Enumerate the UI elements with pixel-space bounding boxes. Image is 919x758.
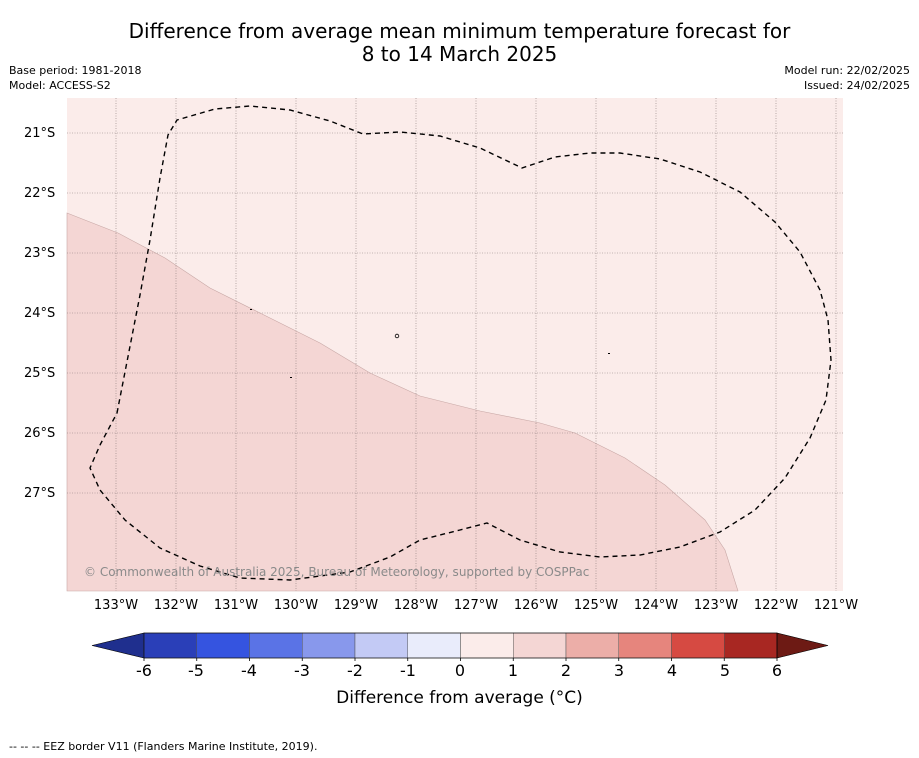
meta-left: Base period: 1981-2018 Model: ACCESS-S2: [9, 63, 141, 93]
meta-right: Model run: 22/02/2025 Issued: 24/02/2025: [784, 63, 910, 93]
colorbar-swatch: [302, 632, 356, 659]
colorbar-swatch: [565, 632, 619, 659]
lat-label: 26°S: [24, 426, 56, 441]
lon-label: 133°W: [93, 598, 139, 613]
lon-label: 131°W: [213, 598, 259, 613]
colorbar-swatch: [724, 632, 778, 659]
colorbar-tick-label: -6: [136, 661, 152, 680]
lat-label: 27°S: [24, 486, 56, 501]
lon-label: 129°W: [333, 598, 379, 613]
lon-label: 128°W: [393, 598, 439, 613]
colorbar-tick-label: -5: [188, 661, 204, 680]
colorbar-swatch: [618, 632, 672, 659]
colorbar-tick-label: 0: [454, 661, 466, 680]
graticule: [67, 98, 843, 591]
islands: [250, 309, 610, 378]
colorbar-swatch: [407, 632, 461, 659]
copyright-text: © Commonwealth of Australia 2025, Bureau…: [84, 565, 590, 579]
lat-label: 22°S: [24, 186, 56, 201]
base-period-text: Base period: 1981-2018: [9, 64, 142, 77]
colorbar-swatch: [249, 632, 303, 659]
colorbar-tick-label: 2: [560, 661, 572, 680]
model-run-text: Model run: 22/02/2025: [784, 64, 910, 77]
colorbar: [91, 632, 829, 661]
lon-label: 121°W: [813, 598, 859, 613]
colorbar-tick-label: 4: [666, 661, 678, 680]
lat-label: 23°S: [24, 246, 56, 261]
lon-label: 124°W: [633, 598, 679, 613]
eez-border: [89, 105, 832, 581]
colorbar-tick-label: 3: [613, 661, 625, 680]
colorbar-tick-label: 5: [719, 661, 731, 680]
colorbar-swatch: [460, 632, 514, 659]
colorbar-swatch: [354, 632, 408, 659]
lon-label: 123°W: [693, 598, 739, 613]
colorbar-swatch: [513, 632, 567, 659]
lon-label: 126°W: [513, 598, 559, 613]
model-text: Model: ACCESS-S2: [9, 79, 111, 92]
lon-label: 130°W: [273, 598, 319, 613]
lon-label: 127°W: [453, 598, 499, 613]
colorbar-swatch: [196, 632, 250, 659]
colorbar-tick-label: -2: [347, 661, 363, 680]
colorbar-title: Difference from average (°C): [336, 688, 583, 708]
colorbar-arrow-high: [776, 632, 829, 659]
eez-footnote: -- -- -- EEZ border V11 (Flanders Marine…: [9, 740, 318, 753]
warm-anomaly-region: [66, 212, 739, 592]
lon-label: 122°W: [753, 598, 799, 613]
colorbar-tick-label: 1: [507, 661, 519, 680]
issued-text: Issued: 24/02/2025: [803, 79, 910, 92]
lat-label: 25°S: [24, 366, 56, 381]
colorbar-tick-label: 6: [771, 661, 783, 680]
colorbar-tick-label: -4: [241, 661, 257, 680]
colorbar-swatch: [143, 632, 197, 659]
colorbar-swatch: [671, 632, 725, 659]
colorbar-arrow-low: [91, 632, 145, 659]
chart-title-line2: 8 to 14 March 2025: [361, 42, 558, 66]
lon-label: 132°W: [153, 598, 199, 613]
chart-title-line1: Difference from average mean minimum tem…: [128, 19, 791, 43]
lat-label: 24°S: [24, 306, 56, 321]
colorbar-tick-label: -3: [294, 661, 310, 680]
lat-label: 21°S: [24, 126, 56, 141]
colorbar-tick-label: -1: [400, 661, 416, 680]
lon-label: 125°W: [573, 598, 619, 613]
